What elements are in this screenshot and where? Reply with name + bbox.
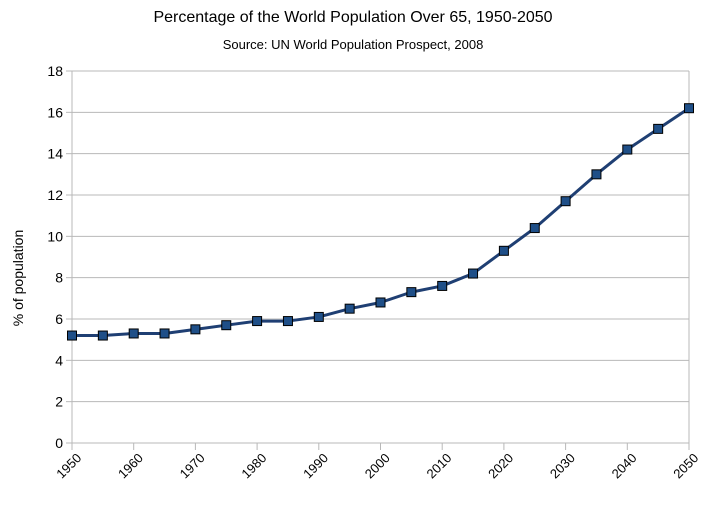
x-tick-label: 1980 xyxy=(238,450,269,481)
x-tick-label: 1970 xyxy=(177,450,208,481)
data-point-marker xyxy=(468,268,479,279)
data-point-marker xyxy=(591,169,602,180)
axes xyxy=(66,70,690,450)
data-point-marker xyxy=(529,223,540,234)
chart-subtitle: Source: UN World Population Prospect, 20… xyxy=(223,37,484,52)
data-point-marker xyxy=(498,245,509,256)
data-point-marker xyxy=(159,328,170,339)
y-axis-ticks: 0 2 4 6 8 10 12 14 16 18 xyxy=(47,63,63,451)
grid-lines xyxy=(72,70,689,403)
y-axis-label: % of population xyxy=(10,230,26,327)
data-point-marker xyxy=(375,297,386,308)
y-tick-label: 6 xyxy=(55,311,63,327)
data-point-marker xyxy=(437,280,448,291)
x-tick-label: 2040 xyxy=(609,450,640,481)
x-tick-label: 1950 xyxy=(53,450,84,481)
data-point-marker xyxy=(344,303,355,314)
data-point-marker xyxy=(684,103,694,114)
data-point-marker xyxy=(221,320,232,331)
x-tick-label: 2050 xyxy=(670,450,701,481)
data-point-marker xyxy=(252,316,263,327)
data-point-marker xyxy=(313,311,324,322)
data-point-marker xyxy=(97,330,108,341)
y-tick-label: 0 xyxy=(55,435,63,451)
data-point-marker xyxy=(190,324,201,335)
y-tick-label: 4 xyxy=(55,352,63,368)
x-tick-label: 1960 xyxy=(115,450,146,481)
data-point-marker xyxy=(128,328,139,339)
y-tick-label: 10 xyxy=(47,228,63,244)
y-tick-label: 12 xyxy=(47,187,63,203)
x-tick-label: 1990 xyxy=(300,450,331,481)
chart-title: Percentage of the World Population Over … xyxy=(153,9,552,26)
data-series xyxy=(67,103,694,341)
x-tick-label: 2010 xyxy=(423,450,454,481)
data-point-marker xyxy=(653,123,664,134)
data-point-marker xyxy=(282,316,293,327)
x-tick-label: 2020 xyxy=(485,450,516,481)
y-tick-label: 16 xyxy=(47,104,63,120)
x-tick-label: 2030 xyxy=(547,450,578,481)
y-tick-label: 2 xyxy=(55,394,63,410)
data-point-marker xyxy=(67,330,77,341)
x-tick-label: 2000 xyxy=(362,450,393,481)
data-point-marker xyxy=(622,144,633,155)
data-point-marker xyxy=(560,196,571,207)
y-tick-label: 14 xyxy=(47,146,63,162)
y-tick-label: 18 xyxy=(47,63,63,79)
x-axis-ticks: 1950 1960 1970 1980 1990 2000 2010 2020 2030 2040… xyxy=(53,450,701,481)
data-point-marker xyxy=(406,287,417,298)
y-tick-label: 8 xyxy=(55,270,63,286)
